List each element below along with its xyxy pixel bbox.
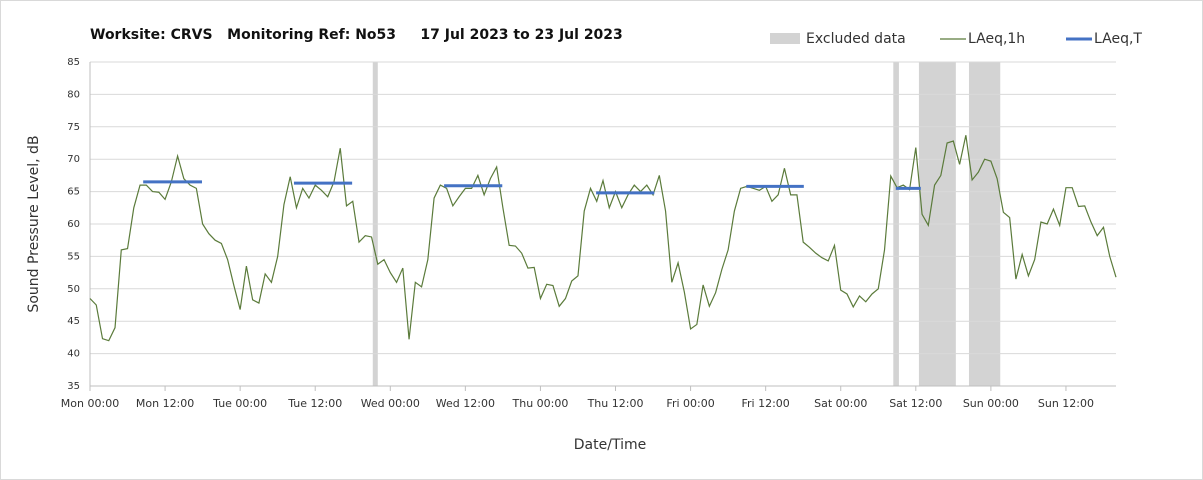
x-tick-label: Tue 12:00 [287, 397, 342, 410]
x-tick-label: Wed 12:00 [436, 397, 495, 410]
legend-swatch [770, 33, 800, 44]
y-tick-label: 60 [67, 219, 80, 230]
x-tick-label: Mon 00:00 [61, 397, 119, 410]
x-tick-label: Sat 00:00 [814, 397, 867, 410]
x-tick-label: Sun 12:00 [1038, 397, 1094, 410]
x-tick-label: Tue 00:00 [212, 397, 267, 410]
x-tick-label: Thu 12:00 [587, 397, 644, 410]
x-tick-label: Mon 12:00 [136, 397, 194, 410]
y-tick-label: 55 [67, 251, 80, 262]
legend-label: Excluded data [806, 31, 906, 47]
y-tick-label: 40 [67, 349, 80, 360]
y-tick-label: 65 [67, 187, 80, 198]
x-tick-label: Wed 00:00 [361, 397, 420, 410]
y-tick-label: 45 [67, 316, 80, 327]
x-tick-label: Sun 00:00 [963, 397, 1019, 410]
legend-label: LAeq,T [1094, 31, 1142, 47]
x-tick-label: Sat 12:00 [889, 397, 942, 410]
x-axis-title: Date/Time [574, 437, 646, 453]
y-tick-label: 75 [67, 122, 80, 133]
legend-label: LAeq,1h [968, 31, 1025, 47]
x-tick-label: Thu 00:00 [512, 397, 569, 410]
y-tick-label: 50 [67, 284, 80, 295]
chart-title: Worksite: CRVS Monitoring Ref: No53 17 J… [90, 27, 623, 43]
y-tick-label: 70 [67, 154, 80, 165]
y-tick-label: 80 [67, 89, 80, 100]
series-line [89, 135, 1117, 342]
x-tick-label: Fri 00:00 [666, 397, 714, 410]
y-tick-label: 85 [67, 57, 80, 68]
y-tick-label: 35 [67, 381, 80, 392]
x-tick-label: Fri 12:00 [742, 397, 790, 410]
y-axis-title: Sound Pressure Level, dB [26, 135, 42, 312]
